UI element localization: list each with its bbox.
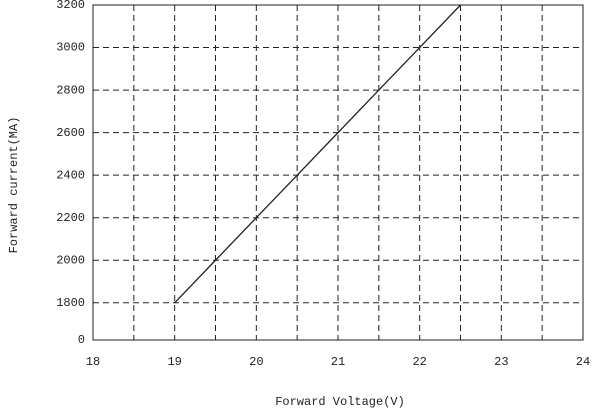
y-tick-label: 1800	[56, 296, 85, 310]
data-line	[174, 4, 461, 304]
x-axis-title: Forward Voltage(V)	[275, 395, 405, 409]
x-tick-label: 18	[86, 355, 100, 369]
y-tick-label: 2000	[56, 253, 85, 267]
y-tick-label: 3000	[56, 41, 85, 55]
y-tick-label: 3200	[56, 0, 85, 12]
y-tick-label: 2400	[56, 168, 85, 182]
y-tick-label: 2600	[56, 126, 85, 140]
x-tick-label: 24	[576, 355, 590, 369]
plot-frame	[92, 4, 584, 341]
y-tick-label: 0	[78, 333, 85, 347]
x-tick-label: 23	[494, 355, 508, 369]
x-tick-label: 20	[249, 355, 263, 369]
y-tick-label: 2800	[56, 83, 85, 97]
y-tick-label: 2200	[56, 211, 85, 225]
x-tick-label: 22	[412, 355, 426, 369]
y-axis-title: Forward current(MA)	[7, 117, 21, 254]
x-tick-label: 19	[167, 355, 181, 369]
x-tick-label: 21	[331, 355, 345, 369]
